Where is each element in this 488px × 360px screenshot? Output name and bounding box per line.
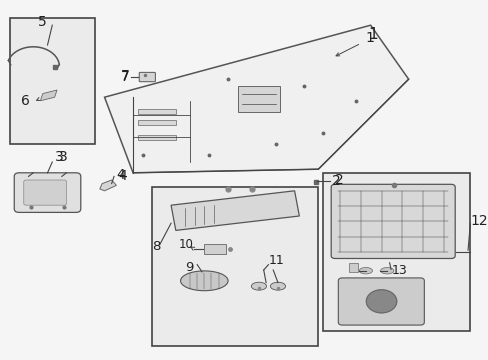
FancyBboxPatch shape bbox=[139, 72, 155, 82]
Bar bbox=[204, 244, 225, 254]
Text: 3: 3 bbox=[59, 150, 68, 163]
FancyBboxPatch shape bbox=[330, 184, 454, 258]
Ellipse shape bbox=[180, 271, 227, 291]
Text: 1: 1 bbox=[365, 31, 374, 45]
Ellipse shape bbox=[359, 267, 372, 274]
FancyBboxPatch shape bbox=[338, 278, 424, 325]
Text: 13: 13 bbox=[391, 264, 407, 277]
Text: 2: 2 bbox=[331, 175, 340, 188]
Text: 12: 12 bbox=[469, 215, 487, 228]
Text: 3: 3 bbox=[55, 150, 63, 163]
Text: 10: 10 bbox=[178, 238, 193, 251]
Polygon shape bbox=[41, 90, 57, 101]
Ellipse shape bbox=[251, 282, 266, 290]
Bar bbox=[323, 173, 469, 331]
Circle shape bbox=[366, 290, 396, 313]
Text: 6: 6 bbox=[21, 94, 30, 108]
Bar bbox=[138, 120, 176, 125]
Text: 11: 11 bbox=[268, 255, 284, 267]
Text: 7: 7 bbox=[121, 70, 129, 84]
Text: 4: 4 bbox=[116, 168, 124, 181]
Bar bbox=[138, 109, 176, 114]
Ellipse shape bbox=[270, 282, 285, 290]
Text: 7: 7 bbox=[121, 69, 129, 82]
Polygon shape bbox=[171, 191, 299, 230]
Text: 4: 4 bbox=[118, 170, 126, 183]
Text: 9: 9 bbox=[185, 261, 193, 274]
Polygon shape bbox=[100, 180, 116, 191]
Text: 1: 1 bbox=[367, 27, 377, 42]
Bar bbox=[9, 18, 95, 144]
Text: 5: 5 bbox=[39, 15, 47, 28]
Bar bbox=[152, 187, 318, 346]
FancyBboxPatch shape bbox=[24, 180, 66, 205]
Bar bbox=[138, 135, 176, 140]
Ellipse shape bbox=[380, 267, 393, 274]
Text: 8: 8 bbox=[152, 240, 160, 253]
Bar bbox=[348, 263, 357, 272]
Text: 2: 2 bbox=[334, 174, 343, 187]
FancyBboxPatch shape bbox=[14, 173, 81, 212]
Bar bbox=[237, 86, 280, 112]
Polygon shape bbox=[104, 25, 408, 173]
